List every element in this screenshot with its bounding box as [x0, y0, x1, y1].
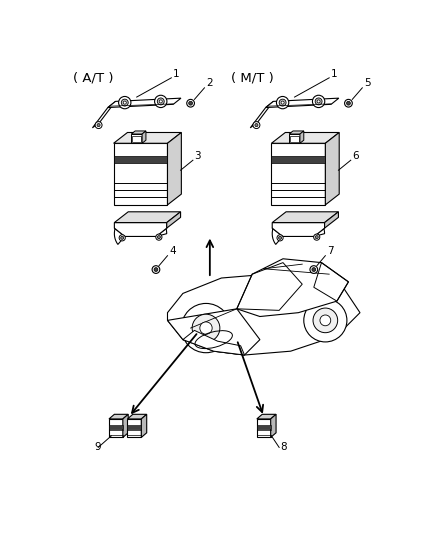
- Circle shape: [279, 236, 282, 239]
- Polygon shape: [127, 425, 141, 429]
- Circle shape: [255, 124, 258, 127]
- Polygon shape: [272, 212, 339, 223]
- Circle shape: [312, 95, 325, 108]
- Polygon shape: [257, 414, 276, 419]
- Polygon shape: [92, 101, 116, 128]
- Circle shape: [181, 303, 231, 353]
- Polygon shape: [141, 414, 147, 438]
- Circle shape: [315, 236, 318, 239]
- Circle shape: [200, 322, 212, 334]
- Text: 2: 2: [206, 78, 212, 88]
- Circle shape: [192, 314, 220, 342]
- Circle shape: [279, 99, 286, 106]
- Polygon shape: [325, 212, 339, 228]
- Circle shape: [121, 99, 128, 106]
- Polygon shape: [237, 259, 349, 317]
- Circle shape: [277, 235, 283, 241]
- Polygon shape: [114, 215, 133, 245]
- Polygon shape: [148, 215, 167, 237]
- Circle shape: [253, 122, 260, 128]
- Polygon shape: [114, 212, 180, 223]
- Circle shape: [276, 96, 289, 109]
- Polygon shape: [142, 131, 146, 143]
- Polygon shape: [127, 419, 141, 438]
- Circle shape: [312, 268, 316, 271]
- Polygon shape: [271, 414, 276, 438]
- Circle shape: [95, 122, 102, 128]
- Circle shape: [159, 100, 162, 103]
- Circle shape: [304, 299, 347, 342]
- Polygon shape: [108, 98, 181, 108]
- Text: 6: 6: [352, 151, 359, 160]
- Polygon shape: [114, 223, 167, 237]
- Polygon shape: [250, 101, 273, 128]
- Polygon shape: [167, 212, 180, 228]
- Polygon shape: [257, 425, 271, 429]
- Circle shape: [315, 98, 322, 105]
- Circle shape: [320, 315, 331, 326]
- Polygon shape: [183, 330, 244, 355]
- Circle shape: [123, 101, 126, 104]
- Circle shape: [187, 99, 194, 107]
- Circle shape: [156, 234, 162, 240]
- Polygon shape: [272, 133, 339, 143]
- Polygon shape: [109, 414, 128, 419]
- Polygon shape: [167, 133, 181, 205]
- Circle shape: [314, 234, 320, 240]
- Text: 1: 1: [331, 69, 337, 79]
- Text: 1: 1: [173, 69, 180, 79]
- Circle shape: [157, 98, 164, 105]
- Text: 8: 8: [281, 442, 287, 452]
- Text: 3: 3: [194, 151, 201, 160]
- Text: 5: 5: [364, 78, 371, 88]
- Polygon shape: [289, 134, 300, 143]
- Polygon shape: [167, 274, 360, 355]
- Polygon shape: [109, 425, 123, 429]
- Text: ( A/T ): ( A/T ): [73, 71, 113, 85]
- Circle shape: [121, 236, 124, 239]
- Polygon shape: [272, 156, 325, 163]
- Text: ( M/T ): ( M/T ): [231, 71, 274, 85]
- Text: 9: 9: [94, 442, 101, 452]
- Polygon shape: [300, 131, 304, 143]
- Circle shape: [310, 265, 318, 273]
- Circle shape: [97, 124, 100, 127]
- Circle shape: [317, 100, 320, 103]
- Polygon shape: [272, 215, 290, 245]
- Circle shape: [119, 235, 125, 241]
- Polygon shape: [109, 419, 123, 438]
- Polygon shape: [272, 143, 325, 205]
- Circle shape: [152, 265, 160, 273]
- Text: 7: 7: [327, 246, 333, 256]
- Polygon shape: [167, 309, 260, 355]
- Circle shape: [154, 268, 158, 271]
- Circle shape: [345, 99, 352, 107]
- Polygon shape: [266, 98, 339, 108]
- Text: 4: 4: [169, 246, 176, 256]
- Circle shape: [189, 101, 193, 105]
- Polygon shape: [131, 131, 146, 134]
- Polygon shape: [113, 156, 167, 163]
- Circle shape: [281, 101, 284, 104]
- Polygon shape: [113, 143, 167, 205]
- Polygon shape: [127, 414, 147, 419]
- Circle shape: [155, 95, 167, 108]
- Polygon shape: [113, 133, 181, 143]
- Polygon shape: [131, 134, 142, 143]
- Circle shape: [157, 236, 160, 239]
- Circle shape: [346, 101, 350, 105]
- Circle shape: [119, 96, 131, 109]
- Polygon shape: [123, 414, 128, 438]
- Polygon shape: [306, 215, 325, 237]
- Polygon shape: [289, 131, 304, 134]
- Polygon shape: [272, 223, 325, 237]
- Circle shape: [313, 308, 338, 333]
- Polygon shape: [257, 419, 271, 438]
- Polygon shape: [325, 133, 339, 205]
